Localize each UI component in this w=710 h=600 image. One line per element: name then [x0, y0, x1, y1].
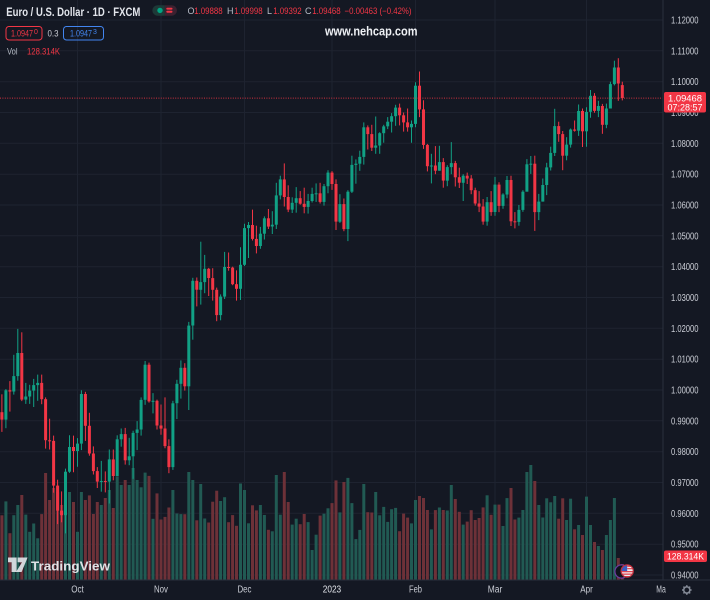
- svg-text:1.09392: 1.09392: [273, 6, 302, 16]
- svg-text:0.98000: 0.98000: [671, 447, 699, 458]
- svg-text:3: 3: [93, 29, 97, 36]
- svg-text:1.10000: 1.10000: [671, 77, 699, 88]
- svg-text:1.07000: 1.07000: [671, 170, 699, 181]
- svg-text:1.09888: 1.09888: [194, 6, 223, 16]
- svg-text:Oct: Oct: [71, 585, 84, 596]
- svg-text:0.95000: 0.95000: [671, 540, 699, 551]
- svg-text:1.09468: 1.09468: [312, 6, 341, 16]
- svg-text:1.09468: 1.09468: [668, 93, 702, 104]
- svg-text:0.96000: 0.96000: [671, 509, 699, 520]
- svg-text:Euro / U.S. Dollar · 1D · FXCM: Euro / U.S. Dollar · 1D · FXCM: [6, 5, 140, 19]
- svg-text:Dec: Dec: [238, 585, 252, 596]
- svg-text:1.0947: 1.0947: [11, 29, 33, 39]
- svg-text:O: O: [188, 6, 195, 16]
- svg-text:TradingView: TradingView: [31, 559, 111, 574]
- svg-text:Feb: Feb: [409, 585, 422, 596]
- svg-text:1.12000: 1.12000: [671, 16, 699, 27]
- svg-text:Ma: Ma: [656, 585, 666, 596]
- svg-text:H: H: [227, 6, 234, 16]
- svg-text:1.01000: 1.01000: [671, 355, 699, 366]
- svg-text:128.314K: 128.314K: [27, 47, 60, 57]
- svg-text:128.314K: 128.314K: [667, 552, 705, 563]
- svg-text:−0.00463 (−0.42%): −0.00463 (−0.42%): [345, 6, 412, 16]
- svg-text:Apr: Apr: [580, 585, 593, 596]
- svg-text:1.00000: 1.00000: [671, 386, 699, 397]
- svg-text:1.05000: 1.05000: [671, 231, 699, 242]
- svg-text:0.3: 0.3: [48, 29, 59, 39]
- svg-text:07:28:57: 07:28:57: [668, 103, 703, 113]
- svg-text:Mar: Mar: [488, 585, 503, 596]
- svg-text:1.04000: 1.04000: [671, 262, 699, 273]
- svg-text:0: 0: [34, 29, 38, 36]
- svg-text:1.09998: 1.09998: [234, 6, 263, 16]
- svg-text:1.06000: 1.06000: [671, 201, 699, 212]
- svg-text:Nov: Nov: [154, 585, 168, 596]
- svg-text:1.11000: 1.11000: [671, 46, 699, 57]
- svg-text:1.03000: 1.03000: [671, 293, 699, 304]
- svg-text:1.08000: 1.08000: [671, 139, 699, 150]
- svg-text:0.99000: 0.99000: [671, 416, 699, 427]
- svg-text:www.nehcap.com: www.nehcap.com: [324, 24, 417, 39]
- svg-text:1.09000: 1.09000: [671, 108, 699, 119]
- svg-text:1.0947: 1.0947: [70, 29, 92, 39]
- svg-text:2023: 2023: [323, 585, 342, 596]
- svg-text:L: L: [267, 6, 272, 16]
- svg-text:Vol: Vol: [7, 47, 18, 57]
- svg-text:0.94000: 0.94000: [671, 571, 699, 582]
- svg-text:0.97000: 0.97000: [671, 478, 699, 489]
- svg-text:C: C: [305, 6, 312, 16]
- svg-text:1.02000: 1.02000: [671, 324, 699, 335]
